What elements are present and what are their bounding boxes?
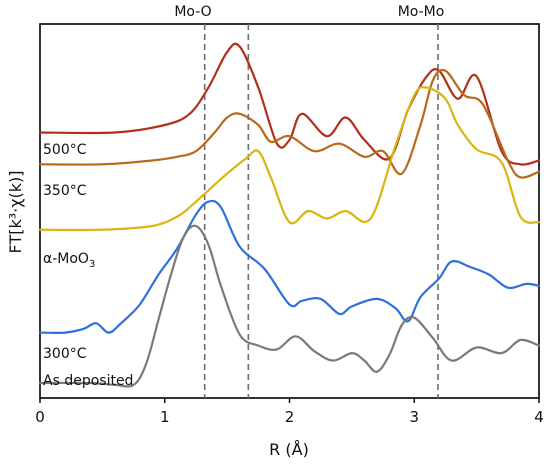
- x-tick-label-0: 0: [35, 408, 45, 426]
- plot-area-border: [39, 23, 540, 399]
- x-tick-label-1: 1: [160, 408, 170, 426]
- x-axis: 0 1 2 3 4: [35, 398, 544, 426]
- plot-frame: [39, 23, 540, 399]
- curve-label-as-deposited: As deposited: [43, 373, 133, 389]
- series-line-500-c: [38, 42, 541, 166]
- series-line-as-deposited: [38, 224, 541, 388]
- reference-lines: [203, 24, 439, 398]
- series-line-300-c: [38, 199, 541, 334]
- x-tick-label-3: 3: [409, 408, 419, 426]
- ref-label-mo-o: Mo-O: [174, 4, 211, 20]
- ref-label-mo-mo: Mo-Mo: [398, 4, 445, 20]
- y-axis-title: FT[k³·χ(k)]: [6, 171, 25, 254]
- series-line-moo: [38, 86, 541, 232]
- curve-label-350c: 350°C: [43, 183, 87, 199]
- curve-label-500c: 500°C: [43, 142, 87, 158]
- curve-label-alpha-moo3-main: α-MoO: [43, 251, 89, 267]
- x-tick-label-4: 4: [534, 408, 544, 426]
- curve-label-alpha-moo3-subscript: 3: [89, 259, 95, 270]
- x-axis-title: R (Å): [269, 440, 309, 459]
- series-line-350-c: [38, 68, 541, 179]
- curve-label-300c: 300°C: [43, 346, 87, 362]
- x-tick-label-2: 2: [285, 408, 295, 426]
- curve-label-alpha-moo3: α-MoO3: [43, 251, 95, 270]
- series-layer: [38, 42, 541, 388]
